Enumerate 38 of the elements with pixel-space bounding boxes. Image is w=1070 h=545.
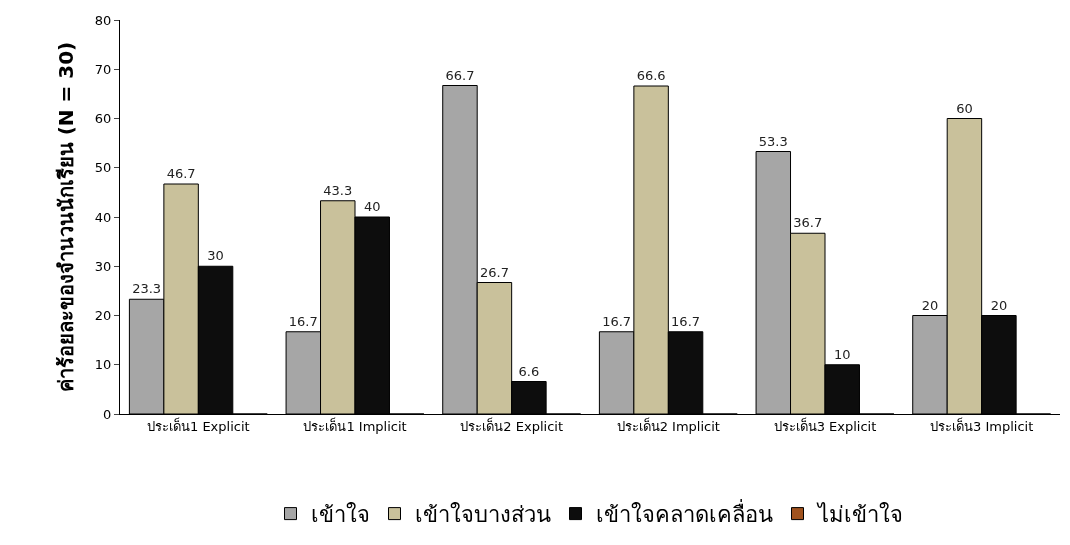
x-tick-label: ประเด็น2 Explicit — [460, 416, 563, 434]
y-tick-label: 40 — [94, 209, 112, 225]
y-tick-label: 60 — [94, 111, 112, 127]
data-label: 53.3 — [758, 133, 788, 149]
data-label: 66.7 — [445, 67, 475, 83]
x-tick-label: ประเด็น1 Explicit — [147, 416, 250, 434]
y-tick-label: 20 — [94, 308, 112, 324]
data-label: 26.7 — [479, 264, 509, 280]
legend-label: เข้าใจ — [310, 502, 370, 528]
y-tick-label: 10 — [94, 357, 112, 373]
x-tick-label: ประเด็น3 Implicit — [930, 416, 1034, 434]
data-label: 16.7 — [671, 313, 701, 329]
y-tick-label: 50 — [94, 160, 112, 176]
data-label: 16.7 — [288, 313, 318, 329]
data-label: 6.6 — [518, 363, 540, 379]
data-label: 40 — [363, 199, 381, 214]
data-label: 16.7 — [602, 313, 632, 329]
y-tick-label: 70 — [94, 61, 112, 77]
data-label: 60 — [956, 100, 973, 116]
data-label: 10 — [833, 346, 851, 362]
data-label: 43.3 — [323, 182, 353, 198]
x-tick-label: ประเด็น1 Implicit — [303, 416, 407, 434]
x-tick-label: ประเด็น3 Explicit — [773, 416, 877, 434]
y-tick-label: 0 — [103, 406, 112, 422]
legend-label: ไม่เข้าใจ — [815, 502, 903, 528]
y-tick-label: 80 — [94, 12, 112, 28]
y-tick-label: 30 — [94, 258, 112, 274]
data-label: 20 — [990, 297, 1008, 313]
legend-label: เข้าใจบางส่วน — [414, 502, 551, 528]
y-axis-title: ค่าร้อยละของจำนวนนักเรียน (N = 30) — [54, 41, 79, 393]
data-label: 20 — [921, 297, 939, 313]
data-label: 23.3 — [132, 281, 162, 297]
data-label: 36.7 — [793, 215, 823, 231]
x-tick-label: ประเด็น2 Implicit — [616, 416, 720, 434]
legend-label: เข้าใจคลาดเคลื่อน — [595, 499, 773, 528]
data-label: 66.6 — [636, 68, 666, 83]
data-label: 46.7 — [166, 166, 196, 181]
data-label: 30 — [207, 248, 224, 264]
